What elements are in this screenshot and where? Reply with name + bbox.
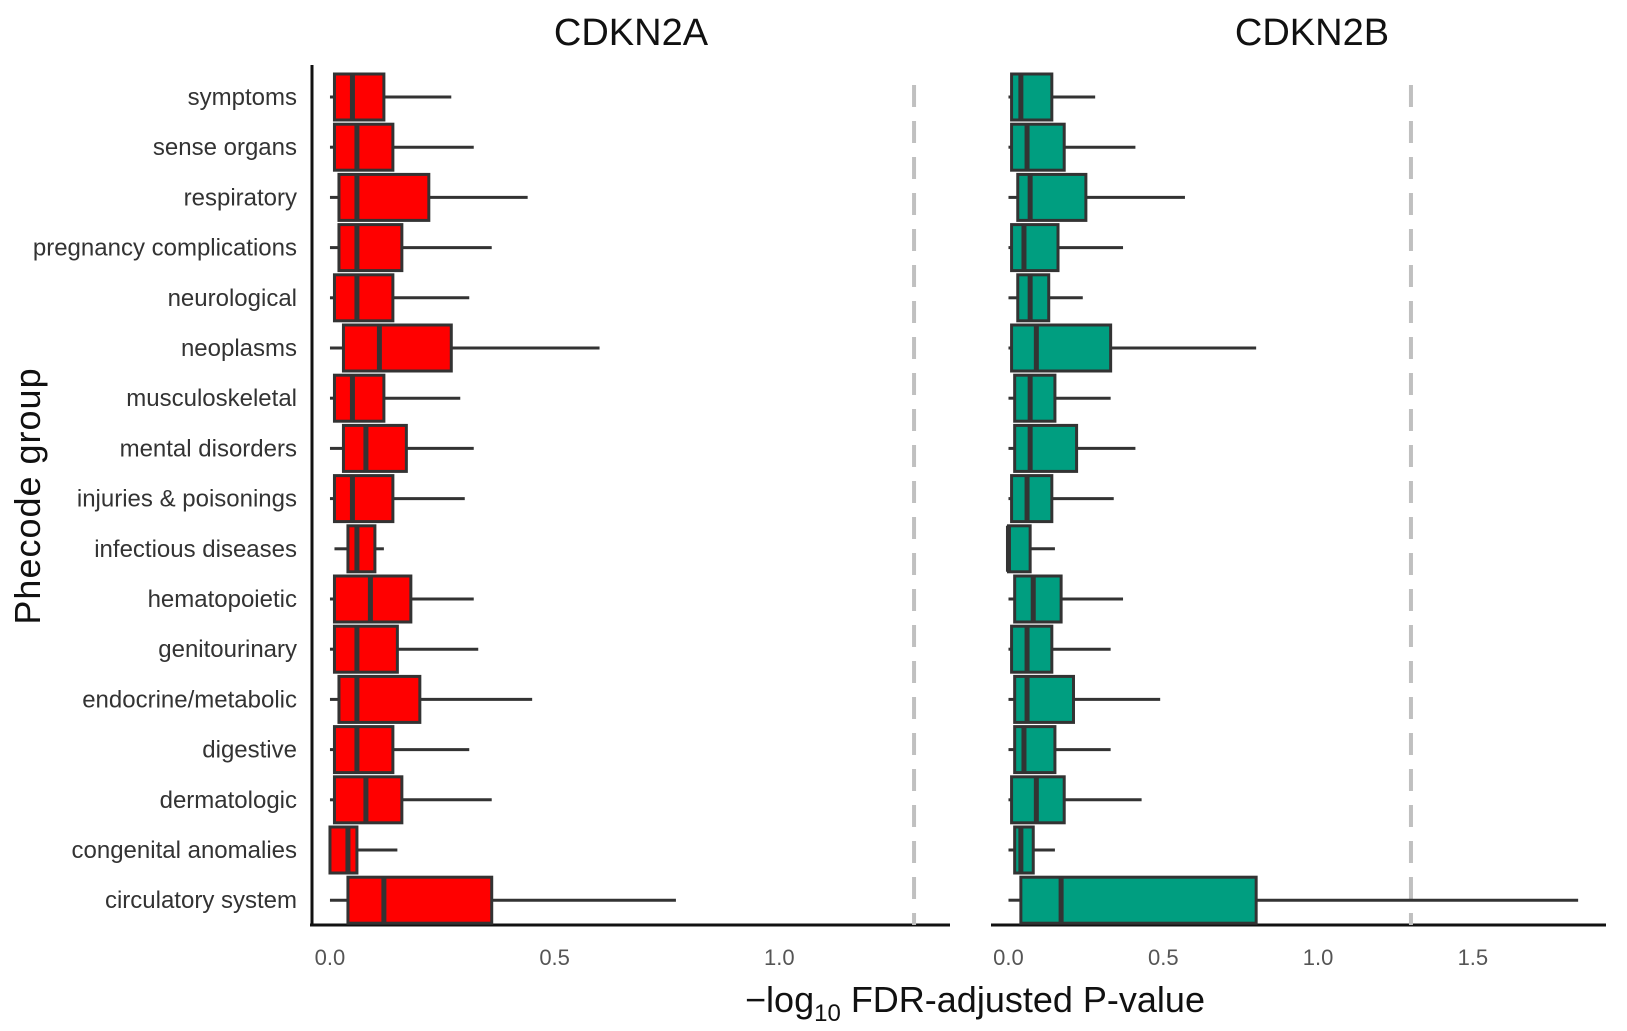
box-injuries-poisonings bbox=[329, 474, 465, 524]
iqr-box bbox=[1010, 323, 1113, 373]
iqr-box bbox=[1010, 223, 1060, 273]
iqr-box bbox=[1013, 574, 1063, 624]
box-sense-organs bbox=[329, 122, 474, 172]
iqr-box bbox=[1013, 423, 1079, 473]
category-label: congenital anomalies bbox=[72, 837, 297, 864]
iqr-box bbox=[328, 825, 359, 875]
category-label: genitourinary bbox=[158, 636, 297, 663]
category-label: musculoskeletal bbox=[126, 385, 297, 412]
box-musculoskeletal bbox=[1008, 373, 1111, 423]
box-mental-disorders bbox=[1008, 423, 1136, 473]
category-label: hematopoietic bbox=[148, 586, 297, 613]
box-symptoms bbox=[329, 72, 452, 122]
box-neoplasms bbox=[1008, 323, 1257, 373]
x-tick-label: 1.5 bbox=[1458, 945, 1489, 970]
box-genitourinary bbox=[1008, 624, 1111, 674]
iqr-box bbox=[1013, 674, 1075, 724]
x-tick-label: 0.0 bbox=[993, 945, 1024, 970]
iqr-box bbox=[1010, 474, 1054, 524]
iqr-box bbox=[332, 122, 395, 172]
x-tick-label: 0.5 bbox=[1148, 945, 1179, 970]
box-pregnancy-complications bbox=[329, 223, 492, 273]
box-injuries-poisonings bbox=[1008, 474, 1114, 524]
box-congenital-anomalies bbox=[1008, 825, 1055, 875]
iqr-box bbox=[1016, 273, 1051, 323]
box-endocrine-metabolic bbox=[329, 674, 533, 724]
category-label: neurological bbox=[168, 285, 297, 312]
box-symptoms bbox=[1008, 72, 1096, 122]
box-hematopoietic bbox=[329, 574, 474, 624]
iqr-box bbox=[1010, 72, 1054, 122]
box-neurological bbox=[329, 273, 470, 323]
box-endocrine-metabolic bbox=[1008, 674, 1161, 724]
box-circulatory-system bbox=[329, 875, 676, 925]
x-tick-label: 1.0 bbox=[1303, 945, 1334, 970]
category-label: circulatory system bbox=[105, 887, 297, 914]
iqr-box bbox=[332, 373, 386, 423]
category-label: pregnancy complications bbox=[33, 235, 297, 262]
category-label: respiratory bbox=[184, 184, 297, 211]
iqr-box bbox=[1010, 624, 1054, 674]
box-infectious-diseases bbox=[334, 524, 384, 574]
box-congenital-anomalies bbox=[328, 825, 398, 875]
x-axis-title-subscript: 10 bbox=[814, 1000, 841, 1027]
box-infectious-diseases bbox=[1005, 524, 1055, 574]
box-mental-disorders bbox=[329, 423, 474, 473]
category-label: symptoms bbox=[188, 84, 297, 111]
category-label: infectious diseases bbox=[94, 536, 297, 563]
x-axis-title-suffix: FDR-adjusted P-value bbox=[841, 979, 1205, 1020]
box-musculoskeletal bbox=[329, 373, 461, 423]
iqr-box bbox=[1019, 875, 1258, 925]
iqr-box bbox=[332, 474, 395, 524]
x-tick-label: 0.5 bbox=[539, 945, 570, 970]
panel-title: CDKN2B bbox=[1235, 12, 1389, 54]
panel-cdkn2b: CDKN2B 0.0 0.5 1.0 1.5 bbox=[991, 12, 1606, 970]
box-respiratory bbox=[1008, 172, 1185, 222]
box-digestive bbox=[329, 725, 470, 775]
box-pregnancy-complications bbox=[1008, 223, 1124, 273]
box-respiratory bbox=[329, 172, 528, 222]
box-digestive bbox=[1008, 725, 1111, 775]
y-axis-title: Phecode group bbox=[7, 367, 48, 624]
iqr-box bbox=[346, 524, 377, 574]
x-tick-label: 1.0 bbox=[764, 945, 795, 970]
iqr-box bbox=[346, 875, 494, 925]
category-label: dermatologic bbox=[160, 787, 297, 814]
category-label: neoplasms bbox=[181, 335, 297, 362]
box-sense-organs bbox=[1008, 122, 1136, 172]
panel-cdkn2a: CDKN2A 0.0 0.5 1.0 symptoms sense organs respi… bbox=[33, 12, 950, 970]
iqr-box bbox=[332, 624, 399, 674]
iqr-box bbox=[332, 72, 386, 122]
iqr-box bbox=[1013, 373, 1057, 423]
box-dermatologic bbox=[329, 775, 492, 825]
category-label: digestive bbox=[202, 737, 297, 764]
box-genitourinary bbox=[329, 624, 479, 674]
category-label: mental disorders bbox=[120, 435, 297, 462]
box-dermatologic bbox=[1008, 775, 1142, 825]
x-tick-label: 0.0 bbox=[315, 945, 346, 970]
iqr-box bbox=[341, 423, 408, 473]
iqr-box bbox=[337, 223, 404, 273]
box-hematopoietic bbox=[1008, 574, 1124, 624]
box-circulatory-system bbox=[1008, 875, 1579, 925]
category-label: endocrine/metabolic bbox=[82, 686, 297, 713]
panel-title: CDKN2A bbox=[554, 12, 709, 54]
iqr-box bbox=[1006, 524, 1032, 574]
category-label: sense organs bbox=[153, 134, 297, 161]
category-label: injuries & poisonings bbox=[77, 486, 297, 513]
box-neoplasms bbox=[329, 323, 600, 373]
iqr-box bbox=[1013, 725, 1057, 775]
iqr-box bbox=[337, 674, 422, 724]
box-neurological bbox=[1008, 273, 1083, 323]
iqr-box bbox=[332, 725, 395, 775]
iqr-box bbox=[337, 172, 431, 222]
x-axis-title: −log10 FDR-adjusted P-value bbox=[745, 979, 1205, 1027]
iqr-box bbox=[341, 323, 453, 373]
iqr-box bbox=[1013, 825, 1035, 875]
iqr-box bbox=[1010, 122, 1066, 172]
iqr-box bbox=[332, 273, 395, 323]
x-axis-title-prefix: −log bbox=[745, 979, 814, 1020]
